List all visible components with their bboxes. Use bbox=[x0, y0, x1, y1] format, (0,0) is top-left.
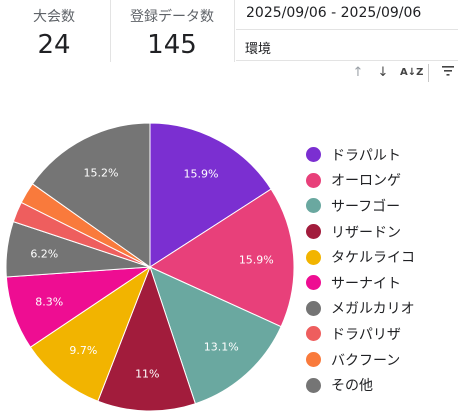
pie-data-label: 15.2% bbox=[84, 166, 119, 179]
pie-slice[interactable] bbox=[31, 122, 151, 268]
legend-swatch bbox=[306, 275, 321, 291]
pie-data-label: 15.9% bbox=[239, 253, 274, 266]
divider bbox=[236, 29, 458, 30]
legend-label: その他 bbox=[331, 378, 373, 395]
legend-swatch bbox=[306, 198, 321, 214]
legend-swatch bbox=[306, 377, 321, 393]
scorecard-tournaments: 大会数 24 bbox=[0, 0, 108, 62]
divider bbox=[234, 0, 235, 62]
legend-label: ドラパルト bbox=[331, 147, 401, 164]
scorecard-records: 登録データ数 145 bbox=[112, 0, 232, 62]
pie-slice[interactable] bbox=[29, 265, 152, 402]
legend-item[interactable]: ドラパリザ bbox=[306, 321, 415, 347]
pie-slice[interactable] bbox=[149, 122, 272, 268]
legend-swatch bbox=[306, 352, 321, 368]
legend-swatch bbox=[306, 249, 321, 265]
pie-data-label: 11% bbox=[135, 368, 159, 381]
pie-data-label: 6.2% bbox=[30, 248, 58, 261]
legend-item[interactable]: サーナイト bbox=[306, 270, 415, 296]
legend-label: メガルカリオ bbox=[331, 301, 415, 318]
pie-chart: 15.9% 15.9% 13.1% 11% 9.7% 8.3% 6.2% 15.2% bbox=[5, 122, 295, 412]
legend-item[interactable]: サーフゴー bbox=[306, 193, 415, 219]
dimension-label: 環境 bbox=[245, 42, 272, 57]
legend-item[interactable]: タケルライコ bbox=[306, 244, 415, 270]
pie-data-label: 15.9% bbox=[184, 168, 219, 181]
divider bbox=[110, 0, 111, 62]
legend-swatch bbox=[306, 326, 321, 342]
divider bbox=[236, 60, 458, 61]
pie-data-label: 13.1% bbox=[204, 340, 239, 353]
sort-az-icon[interactable]: A↓Z bbox=[400, 67, 424, 78]
pie-slice[interactable] bbox=[149, 266, 282, 405]
legend-label: バクフーン bbox=[331, 352, 401, 369]
arrow-up-icon[interactable]: ↑ bbox=[352, 65, 364, 80]
toolbar-separator bbox=[428, 64, 429, 82]
legend-swatch bbox=[306, 147, 321, 163]
legend-label: サーフゴー bbox=[331, 198, 401, 215]
legend-item[interactable]: リザードン bbox=[306, 219, 415, 245]
legend-label: リザードン bbox=[331, 224, 401, 241]
chart-legend: ドラパルトオーロンゲサーフゴーリザードンタケルライコ サーナイトメガルカリオ ドラパ… bbox=[306, 142, 415, 398]
scorecard-tournaments-label: 大会数 bbox=[33, 9, 75, 25]
date-range-control[interactable]: 2025/09/06 - 2025/09/06 bbox=[246, 5, 422, 21]
legend-item[interactable]: メガルカリオ bbox=[306, 296, 415, 322]
pie-data-label: 9.7% bbox=[69, 344, 97, 357]
legend-item[interactable]: バクフーン bbox=[306, 347, 415, 373]
legend-swatch bbox=[306, 300, 321, 316]
legend-label: オーロンゲ bbox=[331, 173, 401, 190]
arrow-down-icon[interactable]: ↓ bbox=[377, 65, 389, 80]
scorecard-records-value: 145 bbox=[147, 30, 197, 60]
scorecard-tournaments-value: 24 bbox=[37, 30, 71, 60]
legend-swatch bbox=[306, 172, 321, 188]
pie-data-label: 8.3% bbox=[35, 296, 63, 309]
pie-slice[interactable] bbox=[148, 188, 295, 328]
legend-item[interactable]: その他 bbox=[306, 372, 415, 398]
legend-label: ドラパリザ bbox=[331, 326, 401, 343]
legend-item[interactable]: オーロンゲ bbox=[306, 168, 415, 194]
legend-item[interactable]: ドラパルト bbox=[306, 142, 415, 168]
pie-slice[interactable] bbox=[97, 265, 196, 412]
scorecard-records-label: 登録データ数 bbox=[130, 9, 214, 25]
legend-label: サーナイト bbox=[331, 275, 401, 292]
legend-label: タケルライコ bbox=[331, 250, 415, 267]
filter-icon[interactable] bbox=[440, 64, 456, 82]
legend-swatch bbox=[306, 224, 321, 240]
